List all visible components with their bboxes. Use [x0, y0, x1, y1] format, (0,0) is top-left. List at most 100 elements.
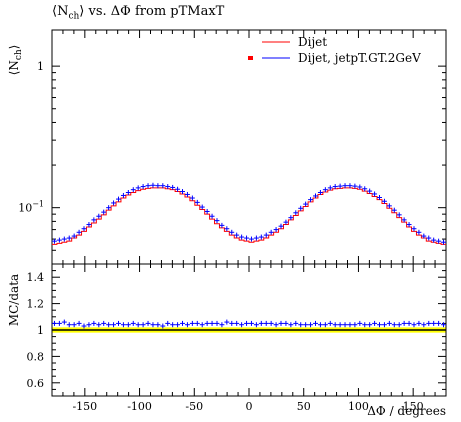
- ratio-point: [224, 319, 230, 325]
- ratio-point: [56, 320, 62, 326]
- series-dijet-jetpt-point: [184, 191, 190, 197]
- series-dijet-jetpt-point: [342, 183, 348, 189]
- ratio-point: [308, 322, 314, 328]
- series-dijet-jetpt-point: [71, 233, 77, 239]
- series-dijet-jetpt-point: [120, 192, 126, 198]
- ratio-point: [362, 322, 368, 328]
- x-tick-label: -50: [185, 400, 203, 413]
- ratio-point: [288, 322, 294, 328]
- series-dijet-jetpt-point: [308, 197, 314, 203]
- series-dijet-jetpt-point: [322, 187, 328, 193]
- series-dijet-jetpt-point: [165, 184, 171, 190]
- series-dijet-jetpt-point: [76, 229, 82, 235]
- series-dijet-jetpt-point: [377, 195, 382, 201]
- x-tick-label: 150: [403, 400, 424, 413]
- series-dijet-jetpt-point: [249, 236, 254, 242]
- series-dijet-jetpt-point: [317, 189, 323, 195]
- ratio-point: [352, 322, 358, 328]
- ratio-point: [298, 322, 304, 328]
- series-dijet-jetpt-point: [180, 189, 185, 195]
- series-dijet-jetpt-point: [263, 232, 269, 238]
- series-dijet-jetpt-point: [244, 235, 249, 241]
- y-tick-label: 10−1: [18, 200, 44, 215]
- ratio-point: [96, 322, 102, 328]
- series-dijet-jetpt-point: [258, 234, 264, 240]
- ratio-point: [66, 322, 72, 328]
- series-dijet-jetpt-point: [386, 203, 392, 209]
- series-dijet-jetpt-point: [170, 184, 176, 190]
- series-dijet-jetpt-point: [160, 183, 166, 189]
- ratio-point: [342, 322, 348, 328]
- x-tick-label: 50: [297, 400, 311, 413]
- ratio-panel: -150 -100 -50 0 50 100 150 0.6 0.8 1 1.2 1.4: [27, 263, 447, 413]
- ratio-y-tick-label: 1: [37, 324, 44, 337]
- series-dijet-jetpt-point: [229, 229, 235, 235]
- series-dijet-jetpt-point: [219, 222, 225, 228]
- ratio-point: [86, 322, 92, 328]
- ratio-point: [81, 323, 87, 329]
- series-dijet-jetpt-point: [175, 186, 181, 192]
- ratio-point: [332, 322, 338, 328]
- ratio-point: [357, 320, 363, 326]
- series-dijet-jetpt-point: [268, 229, 274, 235]
- series-dijet-jetpt-point: [347, 183, 353, 189]
- ratio-point: [160, 323, 166, 329]
- series-dijet-jetpt-point: [214, 218, 220, 224]
- ratio-point: [120, 322, 126, 328]
- series-dijet-jetpt-point: [52, 238, 57, 244]
- main-plot-frame: [51, 29, 447, 265]
- ratio-point: [303, 322, 309, 328]
- series-dijet-jetpt-point: [436, 238, 442, 244]
- series-dijet-jetpt-point: [406, 222, 412, 228]
- chart-title: ⟨Nch⟩ vs. ΔΦ from pTMaxT: [52, 4, 225, 22]
- series-dijet-jetpt-point: [367, 188, 373, 194]
- ratio-point: [106, 322, 112, 328]
- main-panel: 1 10−1: [18, 29, 447, 265]
- ratio-point: [150, 322, 156, 328]
- series-dijet-jetpt-point: [283, 219, 289, 225]
- x-tick-label: 100: [348, 400, 369, 413]
- series-dijet-jetpt-point: [357, 184, 363, 190]
- ratio-point: [194, 320, 200, 326]
- series-dijet-jetpt-point: [303, 201, 309, 207]
- ratio-point: [263, 320, 269, 326]
- ratio-point: [209, 320, 215, 326]
- series-dijet-jetpt-point: [313, 193, 318, 199]
- ratio-point: [273, 322, 279, 328]
- ratio-point: [76, 320, 82, 326]
- ratio-point: [234, 320, 240, 326]
- ratio-point: [313, 320, 318, 326]
- ratio-point: [441, 322, 446, 328]
- ratio-point: [116, 320, 121, 326]
- ratio-point: [436, 320, 442, 326]
- x-tick-label: 0: [246, 400, 253, 413]
- series-dijet-jetpt-point: [416, 229, 422, 235]
- series-dijet-jetpt-point: [150, 182, 156, 188]
- ratio-point: [416, 320, 422, 326]
- series-dijet-jetpt-point: [253, 235, 259, 241]
- ratio-y-tick-label: 0.8: [27, 350, 45, 363]
- series-dijet-jetpt-point: [199, 204, 205, 210]
- legend-marker-dijet-jetpt: [248, 56, 253, 60]
- ratio-point: [214, 320, 220, 326]
- ratio-y-tick-label: 1.2: [27, 298, 45, 311]
- ratio-point: [396, 322, 402, 328]
- ratio-point: [386, 320, 392, 326]
- series-dijet-jetpt-point: [125, 189, 131, 195]
- ratio-point: [426, 320, 432, 326]
- ratio-y-tick-label: 0.6: [27, 377, 45, 390]
- series-dijet-jetpt-point: [224, 226, 230, 232]
- ratio-point: [406, 320, 412, 326]
- x-axis-label: ΔΦ / degrees: [367, 404, 446, 418]
- ratio-point: [239, 322, 245, 328]
- ratio-point: [199, 322, 205, 328]
- series-dijet-jetpt-point: [327, 185, 333, 191]
- ratio-point: [293, 320, 299, 326]
- ratio-point: [327, 320, 333, 326]
- series-dijet-jetpt-point: [381, 198, 387, 204]
- ratio-y-tick-label: 1.4: [27, 271, 45, 284]
- series-dijet-jetpt-point: [362, 186, 368, 192]
- series-dijet-jetpt-point: [189, 195, 195, 201]
- series-dijet-jetpt-point: [431, 237, 437, 243]
- ratio-point: [175, 322, 181, 328]
